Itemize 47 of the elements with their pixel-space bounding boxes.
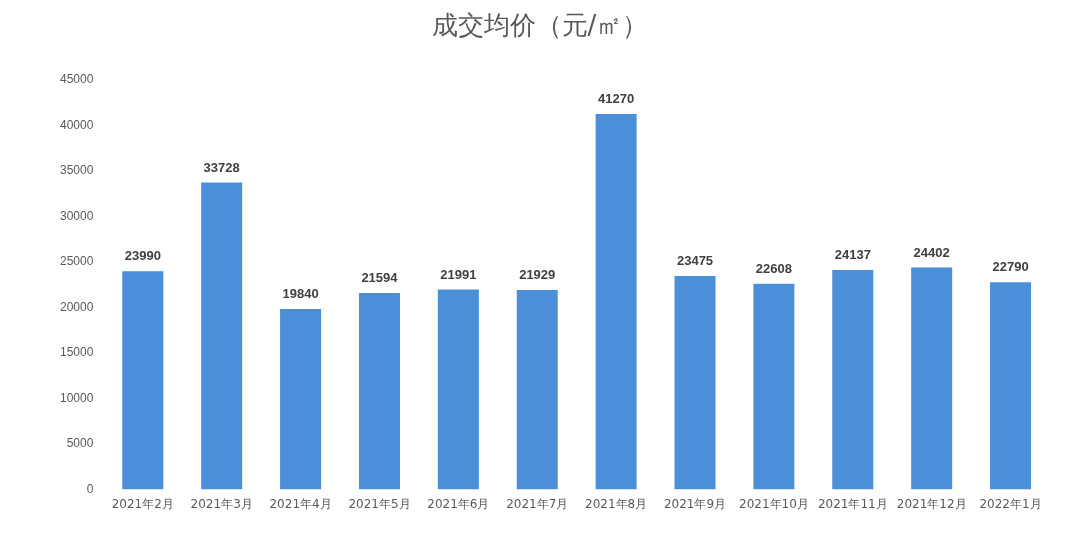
x-tick-label: 2021年5月 — [348, 496, 411, 511]
y-tick-label: 35000 — [59, 163, 94, 178]
x-tick-label: 2021年6月 — [427, 496, 490, 511]
data-label: 22608 — [755, 260, 792, 276]
y-tick-label: 15000 — [59, 345, 94, 360]
x-tick-label: 2021年11月 — [817, 496, 888, 511]
x-tick-label: 2021年8月 — [585, 496, 648, 511]
data-label: 23990 — [124, 248, 161, 264]
bar — [201, 182, 243, 490]
y-tick-label: 20000 — [59, 299, 94, 314]
data-label: 19840 — [282, 286, 319, 302]
y-tick-label: 40000 — [59, 117, 94, 132]
data-label: 21991 — [440, 266, 477, 282]
x-tick-label: 2022年1月 — [979, 496, 1042, 511]
x-tick-label: 2021年4月 — [269, 496, 332, 511]
chart-title: 成交均价（元/㎡） — [430, 9, 650, 42]
bar — [832, 269, 874, 490]
y-tick-label: 25000 — [59, 254, 94, 269]
data-label: 23475 — [676, 253, 714, 268]
data-label: 24137 — [834, 246, 871, 262]
y-tick-label: 10000 — [59, 390, 94, 405]
bar — [516, 290, 558, 490]
x-tick-label: 2021年7月 — [506, 496, 569, 511]
data-label: 33728 — [203, 159, 240, 175]
bar — [358, 293, 400, 490]
data-label: 41270 — [598, 91, 635, 107]
x-tick-label: 2021年3月 — [190, 496, 253, 511]
y-tick-label: 45000 — [59, 72, 94, 87]
y-tick-label: 5000 — [66, 436, 94, 451]
x-tick-label: 2021年12月 — [896, 496, 967, 511]
bar — [122, 271, 164, 490]
bar — [674, 275, 716, 490]
data-label: 21929 — [519, 267, 556, 283]
y-tick-label: 0 — [86, 481, 94, 496]
bar — [280, 309, 322, 490]
x-tick-label: 2021年9月 — [663, 496, 727, 511]
bar — [753, 283, 795, 490]
bar — [437, 289, 479, 490]
data-label: 21594 — [361, 270, 399, 286]
bar — [911, 267, 953, 490]
y-tick-label: 30000 — [59, 208, 94, 223]
data-label: 22790 — [992, 259, 1029, 275]
bar — [595, 113, 637, 490]
bar — [990, 282, 1032, 490]
data-label: 24402 — [913, 244, 950, 260]
x-tick-label: 2021年10月 — [738, 496, 809, 511]
x-tick-label: 2021年2月 — [111, 496, 174, 511]
